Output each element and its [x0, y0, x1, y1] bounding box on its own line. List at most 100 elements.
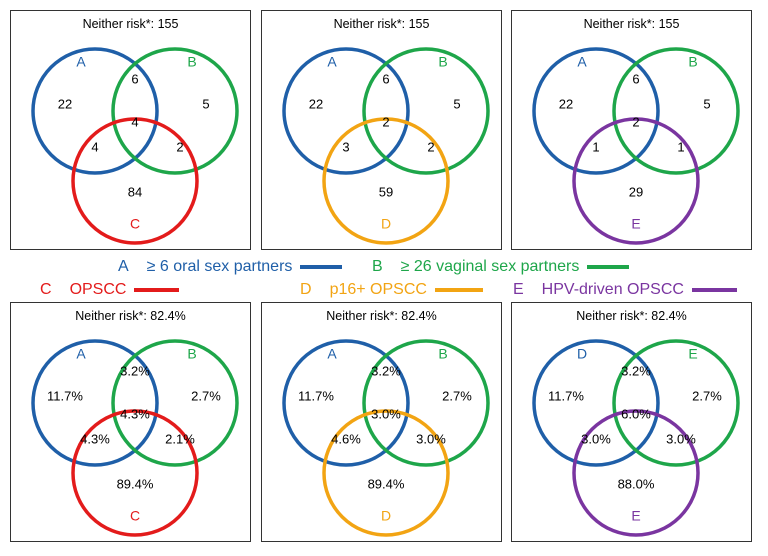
- region-value-c-only: 89.4%: [368, 476, 405, 491]
- region-value-ac: 4.6%: [331, 431, 361, 446]
- venn-circle-2: [612, 47, 740, 175]
- region-value-abc: 2: [382, 114, 389, 129]
- venn-panel: Neither risk*: 155 A B E 22 5 6 2 1 1 29: [511, 10, 752, 250]
- legend-label: ≥ 26 vaginal sex partners: [400, 258, 580, 275]
- circle-letter: D: [577, 346, 587, 362]
- venn-circle-3: [71, 409, 199, 537]
- circle-letter: E: [688, 346, 697, 362]
- venn-circle-2: [362, 339, 490, 467]
- region-value-ac: 4: [91, 139, 98, 154]
- venn-circle-3: [572, 409, 700, 537]
- region-value-b-only: 5: [453, 96, 460, 111]
- legend-line: [300, 265, 343, 269]
- region-value-b-only: 5: [202, 96, 209, 111]
- circle-letter: B: [187, 54, 196, 70]
- region-value-b-only: 5: [703, 96, 710, 111]
- legend-item-d: D p16+ OPSCC: [300, 281, 483, 299]
- venn-circle-3: [572, 117, 700, 245]
- legend-line: [691, 288, 737, 292]
- legend-letter: B: [372, 258, 383, 275]
- neither-risk-label: Neither risk*: 82.4%: [75, 309, 186, 323]
- circle-letter: B: [438, 54, 447, 70]
- region-value-c-only: 29: [629, 184, 643, 199]
- neither-risk-label: Neither risk*: 155: [583, 17, 680, 31]
- venn-circle-1: [532, 339, 660, 467]
- region-value-b-only: 2.7%: [442, 388, 472, 403]
- circle-letter: E: [631, 508, 640, 524]
- region-value-bc: 1: [677, 139, 684, 154]
- venn-diagram: D E E 11.7% 2.7% 3.2% 6.0% 3.0% 3.0% 88.0%: [532, 339, 740, 537]
- legend-item-a: A ≥ 6 oral sex partners: [118, 258, 343, 276]
- legend-item-e: E HPV-driven OPSCC: [513, 281, 737, 299]
- venn-panel: Neither risk*: 155 A B D 22 5 6 2 3 2 59: [261, 10, 502, 250]
- venn-circle-2: [111, 47, 239, 175]
- region-value-ab: 6: [131, 71, 138, 86]
- venn-circle-1: [532, 47, 660, 175]
- region-value-c-only: 88.0%: [618, 476, 655, 491]
- neither-risk-label: Neither risk*: 155: [82, 17, 179, 31]
- legend-label: HPV-driven OPSCC: [541, 281, 684, 298]
- region-value-ab: 6: [632, 71, 639, 86]
- venn-diagram: A B C 11.7% 2.7% 3.2% 4.3% 4.3% 2.1% 89.4%: [31, 339, 239, 537]
- circle-letter: B: [688, 54, 697, 70]
- region-value-ab: 3.2%: [621, 363, 651, 378]
- region-value-b-only: 2.7%: [692, 388, 722, 403]
- region-value-c-only: 84: [128, 184, 142, 199]
- region-value-abc: 3.0%: [371, 406, 401, 421]
- legend-line: [434, 288, 483, 292]
- region-value-abc: 4: [131, 114, 138, 129]
- circle-letter: C: [130, 508, 140, 524]
- venn-circle-2: [612, 339, 740, 467]
- legend-label: OPSCC: [69, 281, 127, 298]
- legend-letter: D: [300, 281, 312, 298]
- region-value-b-only: 2.7%: [191, 388, 221, 403]
- region-value-bc: 3.0%: [666, 431, 696, 446]
- legend-label: ≥ 6 oral sex partners: [146, 258, 293, 275]
- legend-line: [134, 288, 180, 292]
- venn-panel: Neither risk*: 82.4% A B C 11.7% 2.7% 3.2% 4.3%…: [10, 302, 251, 542]
- region-value-abc: 4.3%: [120, 406, 150, 421]
- region-value-ab: 6: [382, 71, 389, 86]
- venn-diagram: A B D 11.7% 2.7% 3.2% 3.0% 4.6% 3.0% 89.4%: [282, 339, 490, 537]
- region-value-ab: 3.2%: [120, 363, 150, 378]
- circle-letter: B: [438, 346, 447, 362]
- venn-circle-1: [31, 339, 159, 467]
- region-value-ac: 3.0%: [581, 431, 611, 446]
- region-value-a-only: 22: [559, 96, 573, 111]
- region-value-a-only: 11.7%: [548, 388, 584, 403]
- circle-letter: A: [76, 346, 86, 362]
- region-value-c-only: 89.4%: [117, 476, 154, 491]
- venn-circle-2: [111, 339, 239, 467]
- venn-panel: Neither risk*: 82.4% D E E 11.7% 2.7% 3.2% 6.0%…: [511, 302, 752, 542]
- venn-panel: Neither risk*: 155 A B C 22 5 6 4 4 2 84: [10, 10, 251, 250]
- neither-risk-label: Neither risk*: 82.4%: [326, 309, 437, 323]
- region-value-bc: 2: [176, 139, 183, 154]
- venn-circle-3: [71, 117, 199, 245]
- circle-letter: D: [381, 216, 391, 232]
- venn-circle-1: [31, 47, 159, 175]
- region-value-abc: 2: [632, 114, 639, 129]
- venn-diagram: A B D 22 5 6 2 3 2 59: [282, 47, 490, 245]
- circle-letter: A: [577, 54, 587, 70]
- region-value-a-only: 22: [58, 96, 72, 111]
- venn-circle-2: [362, 47, 490, 175]
- legend-item-c: C OPSCC: [40, 281, 180, 299]
- region-value-ac: 4.3%: [80, 431, 110, 446]
- venn-diagram: A B C 22 5 6 4 4 2 84: [31, 47, 239, 245]
- neither-risk-label: Neither risk*: 82.4%: [576, 309, 687, 323]
- region-value-c-only: 59: [379, 184, 393, 199]
- neither-risk-label: Neither risk*: 155: [333, 17, 430, 31]
- circle-letter: A: [327, 54, 337, 70]
- region-value-bc: 2: [427, 139, 434, 154]
- legend-item-b: B ≥ 26 vaginal sex partners: [372, 258, 630, 276]
- region-value-a-only: 11.7%: [47, 388, 83, 403]
- region-value-bc: 2.1%: [165, 431, 195, 446]
- legend-letter: C: [40, 281, 52, 298]
- region-value-ab: 3.2%: [371, 363, 401, 378]
- legend-letter: E: [513, 281, 524, 298]
- venn-circle-1: [282, 339, 410, 467]
- region-value-ac: 3: [342, 139, 349, 154]
- region-value-abc: 6.0%: [621, 406, 651, 421]
- circle-letter: C: [130, 216, 140, 232]
- circle-letter: A: [327, 346, 337, 362]
